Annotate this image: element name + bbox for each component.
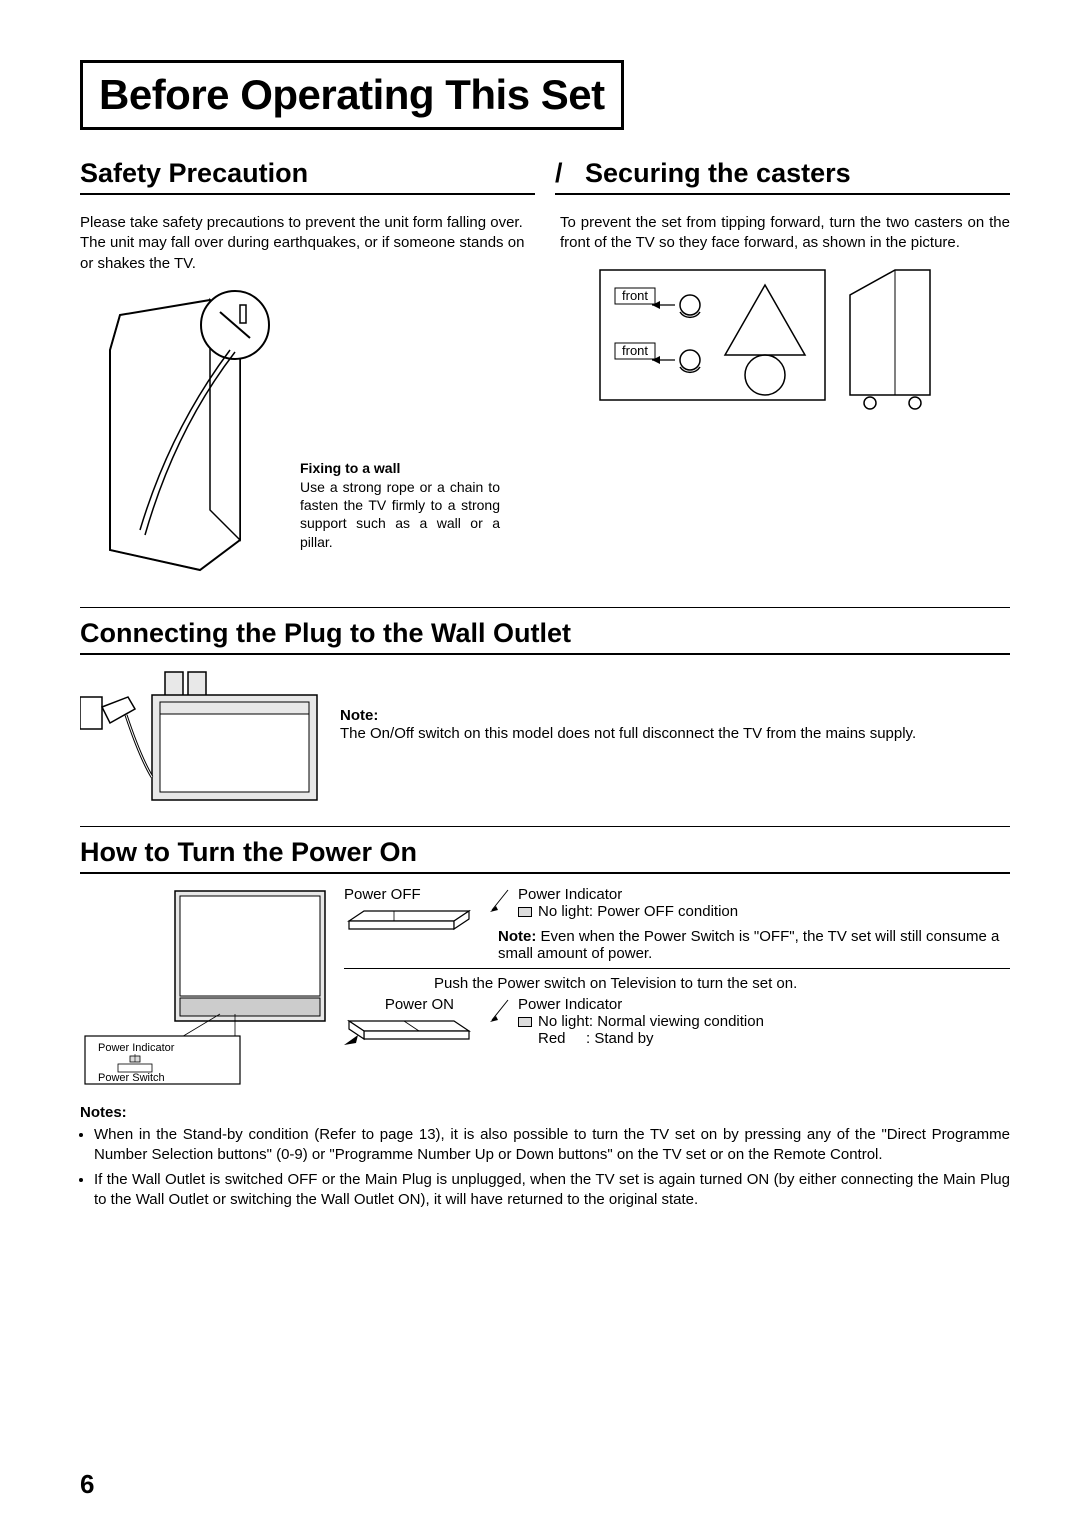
led-off-icon xyxy=(518,907,532,917)
main-title-box: Before Operating This Set xyxy=(80,60,624,130)
power-off-row: Power OFF Power Indicator No light: Powe… xyxy=(344,886,1010,962)
section-rule-2 xyxy=(80,826,1010,827)
off-indicator-col: Power Indicator No light: Power OFF cond… xyxy=(488,886,1010,962)
tv-front-icon: Power Indicator Power Switch xyxy=(80,886,330,1086)
plug-icon xyxy=(80,667,320,807)
plug-note: Note: The On/Off switch on this model do… xyxy=(340,707,1010,744)
tv-front-diagram: Power Indicator Power Switch xyxy=(80,886,330,1091)
notes-block: Notes: When in the Stand-by condition (R… xyxy=(80,1103,1010,1210)
power-off-label: Power OFF xyxy=(344,886,474,903)
section-rule-1 xyxy=(80,607,1010,608)
switch-on-icon xyxy=(344,1013,474,1047)
power-off-block: Power OFF xyxy=(344,886,474,937)
fixing-block: Fixing to a wall Use a strong rope or a … xyxy=(300,460,500,551)
on-ind-label: Power Indicator xyxy=(518,996,764,1013)
front-label-1: front xyxy=(622,288,648,303)
power-grid: Power Indicator Power Switch Power OFF xyxy=(80,886,1010,1091)
section-heading-row: Safety Precaution / Securing the casters xyxy=(80,158,1010,207)
switch-off-icon xyxy=(344,903,474,933)
plug-row: Note: The On/Off switch on this model do… xyxy=(80,667,1010,812)
note-inline-b: Note: xyxy=(498,928,536,945)
safety-columns: Please take safety precautions to preven… xyxy=(80,213,1010,585)
plug-note-body: The On/Off switch on this model does not… xyxy=(340,724,1010,744)
power-section: How to Turn the Power On Power Indicator… xyxy=(80,826,1010,1210)
plug-heading: Connecting the Plug to the Wall Outlet xyxy=(80,618,1010,655)
front-label-2: front xyxy=(622,343,648,358)
fixing-title: Fixing to a wall xyxy=(300,460,500,476)
page-number: 6 xyxy=(80,1469,94,1500)
led-on-icon xyxy=(518,1017,532,1027)
thin-rule xyxy=(344,968,1010,969)
fixing-body: Use a strong rope or a chain to fasten t… xyxy=(300,478,500,551)
power-on-row: Power ON Power Indicator No li xyxy=(344,996,1010,1051)
on-cond2b: : Stand by xyxy=(586,1030,654,1047)
caster-icon: front front xyxy=(560,260,970,420)
safety-heading: Safety Precaution xyxy=(80,158,535,195)
caster-diagram: front front xyxy=(560,260,1010,425)
on-cond1: No light: Normal viewing condition xyxy=(538,1013,764,1030)
arrow-icon xyxy=(344,1035,358,1045)
note-1: When in the Stand-by condition (Refer to… xyxy=(94,1125,1010,1166)
notes-title: Notes: xyxy=(80,1103,1010,1123)
main-title: Before Operating This Set xyxy=(99,71,605,119)
note-inline: Even when the Power Switch is "OFF", the… xyxy=(498,928,999,962)
power-heading: How to Turn the Power On xyxy=(80,837,1010,874)
off-cond: No light: Power OFF condition xyxy=(538,903,738,920)
safety-body: Please take safety precautions to preven… xyxy=(80,213,530,274)
push-line: Push the Power switch on Television to t… xyxy=(344,975,1010,992)
casters-heading: / Securing the casters xyxy=(555,158,1010,195)
power-right: Power OFF Power Indicator No light: Powe… xyxy=(344,886,1010,1091)
notes-list: When in the Stand-by condition (Refer to… xyxy=(80,1125,1010,1210)
callout-indicator: Power Indicator xyxy=(98,1042,175,1054)
off-ind-label: Power Indicator xyxy=(518,886,738,903)
casters-heading-text: Securing the casters xyxy=(585,158,851,188)
note-2: If the Wall Outlet is switched OFF or th… xyxy=(94,1170,1010,1211)
power-on-block: Power ON xyxy=(344,996,474,1051)
safety-right-col: To prevent the set from tipping forward,… xyxy=(560,213,1010,585)
on-cond2a: Red xyxy=(538,1030,586,1047)
on-indicator-col: Power Indicator No light: Normal viewing… xyxy=(488,996,1010,1047)
plug-section: Connecting the Plug to the Wall Outlet N… xyxy=(80,607,1010,812)
callout-switch: Power Switch xyxy=(98,1072,165,1084)
separator: / xyxy=(555,158,563,188)
tv-rope-icon xyxy=(80,290,280,580)
plug-diagram xyxy=(80,667,320,812)
power-on-label: Power ON xyxy=(344,996,474,1013)
casters-body: To prevent the set from tipping forward,… xyxy=(560,213,1010,254)
plug-note-title: Note: xyxy=(340,707,1010,724)
